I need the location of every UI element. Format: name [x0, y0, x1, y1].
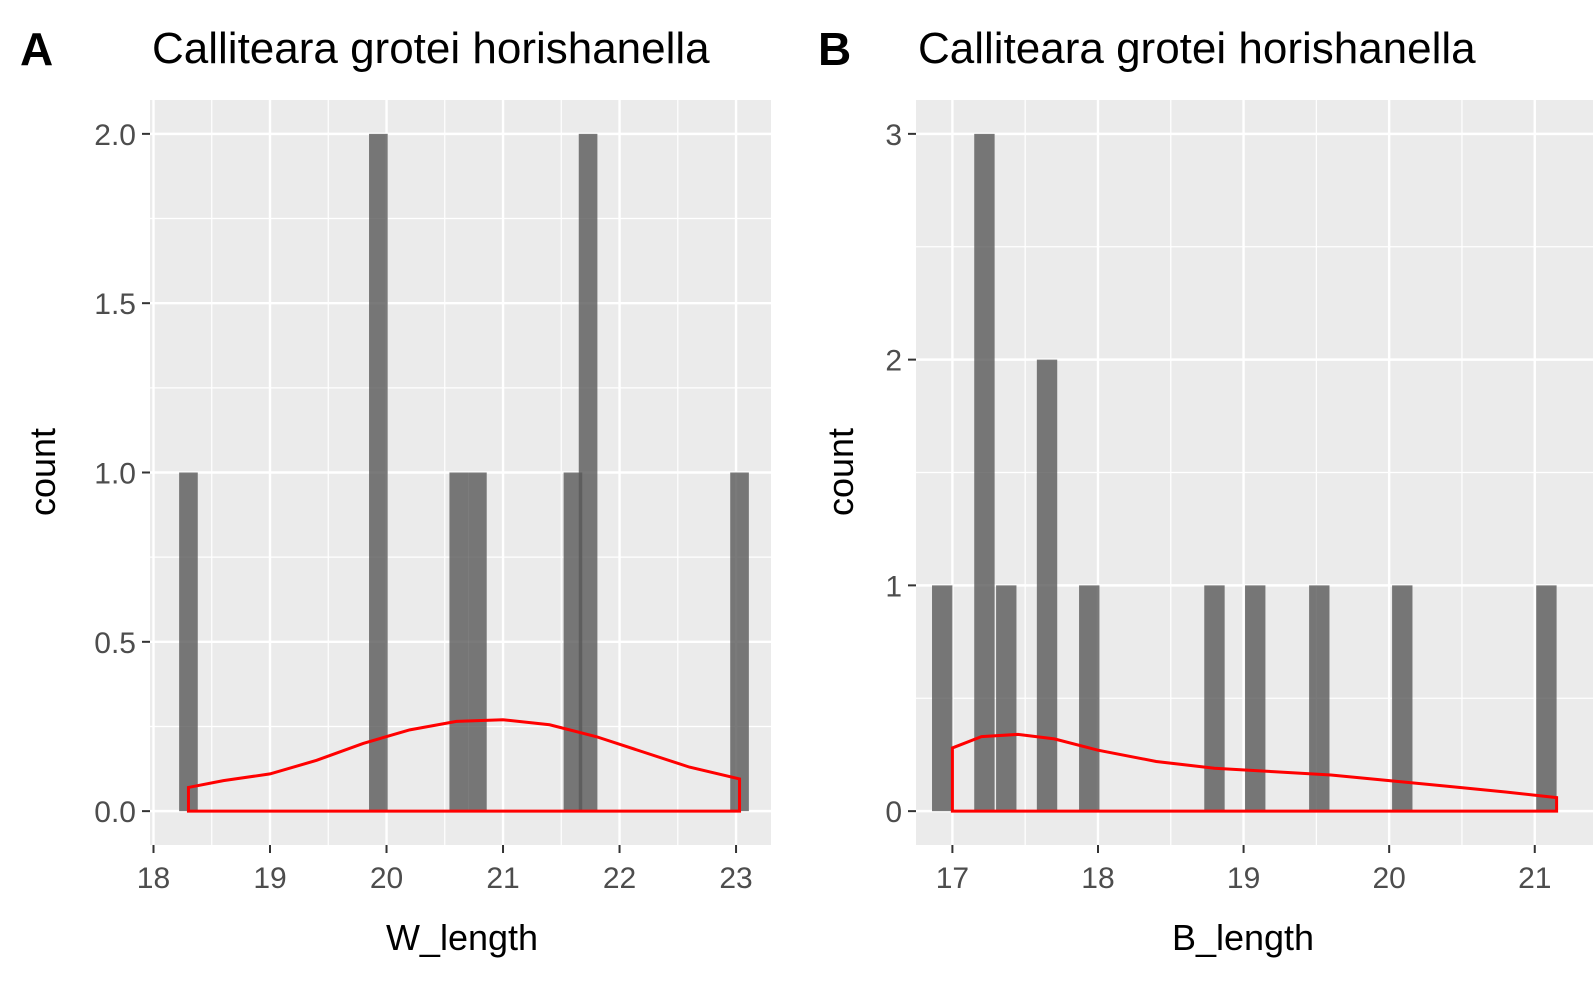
panel-a-y-tick-label: 1.0	[94, 458, 136, 491]
panel-a-bar	[179, 472, 198, 812]
panel-a-y-tick-label: 1.5	[94, 288, 136, 321]
panel-b-title: Calliteara grotei horishanella	[918, 24, 1476, 73]
panel-b-y-tick-label: 2	[885, 345, 902, 378]
panel-b-density-curve	[950, 732, 1559, 813]
panel-a-y-tick-label: 0.0	[94, 796, 136, 829]
panel-a-x-tick-label: 23	[719, 862, 752, 895]
panel-b-bar	[1392, 585, 1413, 812]
panel-b-bar	[1536, 585, 1557, 812]
panel-a-axis-ticks: 18 19 20 21 22 23 0.0 0.5 1.0 1.5 2.0	[94, 119, 752, 895]
panel-a-bar	[578, 133, 598, 812]
panel-b-axis-ticks: 17 18 19 20 21 0 1 2 3	[885, 119, 1551, 895]
panel-a-x-tick-label: 20	[370, 862, 403, 895]
panel-a-bar	[369, 133, 388, 812]
panel-b-x-tick-label: 19	[1227, 862, 1260, 895]
panel-b-x-tick-label: 21	[1518, 862, 1551, 895]
panel-a-x-tick-label: 18	[137, 862, 170, 895]
panel-a-x-tick-label: 22	[603, 862, 636, 895]
panel-b-bar	[1036, 359, 1058, 812]
panel-a-y-tick-label: 0.5	[94, 627, 136, 660]
panel-b-bar	[1079, 585, 1100, 812]
panel-b-bars	[932, 133, 1557, 812]
panel-a-tag: A	[20, 23, 53, 75]
panel-a-bars	[179, 133, 749, 812]
panel-b-bar	[996, 585, 1017, 812]
panel-b-tag: B	[818, 23, 851, 75]
panel-b-x-axis-title: B_length	[1172, 917, 1314, 958]
panel-a-bar	[730, 472, 749, 812]
panel-a-y-tick-label: 2.0	[94, 119, 136, 152]
panel-b-y-tick-label: 3	[885, 119, 902, 152]
panel-a-x-tick-label: 19	[253, 862, 286, 895]
panel-b-y-axis-title: count	[820, 428, 861, 516]
panel-a: A Calliteara grotei horishanella 18 19 20 2…	[20, 23, 771, 958]
panel-a-title: Calliteara grotei horishanella	[152, 24, 710, 73]
panel-b-x-tick-label: 18	[1081, 862, 1114, 895]
panel-b-bar	[932, 585, 953, 812]
panel-b-bar	[974, 133, 995, 812]
panel-a-bar	[468, 472, 487, 812]
panel-a-bar	[449, 472, 469, 812]
panel-b: B Calliteara grotei horishanella 17 18 19 2…	[818, 23, 1593, 958]
panel-b-bar	[1245, 585, 1266, 812]
panel-a-density-curve	[186, 718, 742, 813]
panel-a-bar	[563, 472, 583, 812]
panel-b-x-tick-label: 17	[936, 862, 969, 895]
panel-a-y-axis-title: count	[22, 428, 63, 516]
panel-a-x-axis-title: W_length	[386, 917, 538, 958]
panel-b-bar	[1204, 585, 1225, 812]
panel-b-bar	[1309, 585, 1330, 812]
panel-b-y-tick-label: 1	[885, 570, 902, 603]
panel-b-y-tick-label: 0	[885, 796, 902, 829]
panel-b-x-tick-label: 20	[1372, 862, 1405, 895]
panel-a-x-tick-label: 21	[486, 862, 519, 895]
